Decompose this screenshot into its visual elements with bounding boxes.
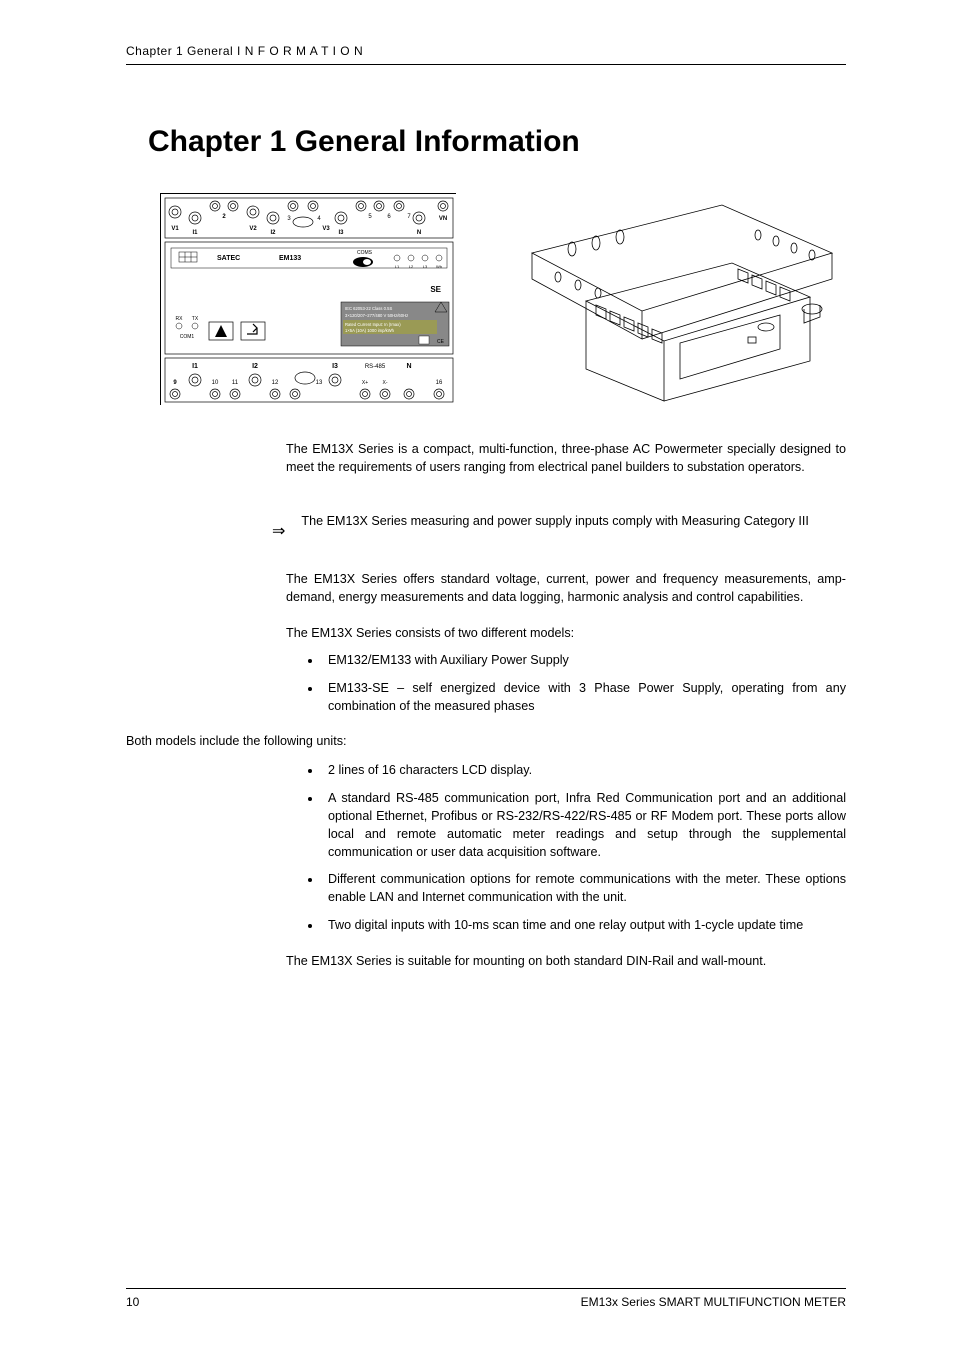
svg-text:12: 12 xyxy=(272,380,279,386)
svg-text:3×120/207–277/480 V 50Hz/60Hz: 3×120/207–277/480 V 50Hz/60Hz xyxy=(345,313,408,318)
svg-text:EM133: EM133 xyxy=(279,255,301,262)
svg-text:N: N xyxy=(417,230,421,236)
svg-text:I1: I1 xyxy=(192,230,198,236)
svg-text:COMS: COMS xyxy=(357,250,373,256)
list-item: EM132/EM133 with Auxiliary Power Supply xyxy=(322,652,846,670)
list-item: EM133-SE – self energized device with 3 … xyxy=(322,680,846,716)
list-item: Two digital inputs with 10-ms scan time … xyxy=(322,917,846,935)
page-number: 10 xyxy=(126,1295,139,1309)
note-arrow-icon: ⇒ xyxy=(272,521,285,541)
svg-text:TX: TX xyxy=(192,316,199,322)
svg-text:I3: I3 xyxy=(332,363,338,370)
svg-text:CE: CE xyxy=(437,339,445,345)
mounting-paragraph: The EM13X Series is suitable for mountin… xyxy=(286,953,846,971)
both-models-intro: Both models include the following units: xyxy=(126,734,846,748)
svg-text:COM1: COM1 xyxy=(180,334,195,340)
svg-text:N: N xyxy=(406,363,411,370)
device-front-figure: V1 I1 2 V2 I2 3 4 V3 I3 5 6 7 VN N xyxy=(160,193,456,405)
svg-text:11: 11 xyxy=(232,380,239,386)
device-isometric-figure xyxy=(512,193,842,405)
chapter-title: Chapter 1 General Information xyxy=(148,125,846,159)
svg-text:V1: V1 xyxy=(171,226,179,232)
svg-text:SE: SE xyxy=(430,285,441,294)
svg-text:V3: V3 xyxy=(322,226,330,232)
svg-text:IEC 62053-22 Class 0.5S: IEC 62053-22 Class 0.5S xyxy=(345,306,392,311)
svg-text:L2: L2 xyxy=(409,264,414,269)
models-list: EM132/EM133 with Auxiliary Power Supply … xyxy=(322,652,846,716)
svg-text:10: 10 xyxy=(212,380,219,386)
svg-text:RX: RX xyxy=(176,316,184,322)
svg-text:13: 13 xyxy=(316,380,323,386)
units-list: 2 lines of 16 characters LCD display. A … xyxy=(322,762,846,935)
list-item: Different communication options for remo… xyxy=(322,871,846,907)
svg-text:I1: I1 xyxy=(192,363,198,370)
list-item: 2 lines of 16 characters LCD display. xyxy=(322,762,846,780)
svg-text:I2: I2 xyxy=(252,363,258,370)
svg-text:I2: I2 xyxy=(270,230,276,236)
footer-title: EM13x Series SMART MULTIFUNCTION METER xyxy=(581,1295,846,1309)
svg-text:I3: I3 xyxy=(338,230,344,236)
svg-text:16: 16 xyxy=(436,380,443,386)
svg-text:L1: L1 xyxy=(395,264,400,269)
svg-text:Rated Current Input: In (Imax): Rated Current Input: In (Imax) xyxy=(345,322,401,327)
running-header: Chapter 1 General I N F O R M A T I O N xyxy=(126,44,846,65)
features-paragraph: The EM13X Series offers standard voltage… xyxy=(286,571,846,607)
svg-text:L3: L3 xyxy=(423,264,428,269)
svg-text:V2: V2 xyxy=(249,226,257,232)
svg-text:Wh: Wh xyxy=(436,264,442,269)
note-text: The EM13X Series measuring and power sup… xyxy=(301,513,809,531)
intro-paragraph: The EM13X Series is a compact, multi-fun… xyxy=(286,441,846,477)
svg-text:RS-485: RS-485 xyxy=(365,364,386,370)
list-item: A standard RS-485 communication port, In… xyxy=(322,790,846,862)
models-intro: The EM13X Series consists of two differe… xyxy=(286,625,846,643)
svg-text:SATEC: SATEC xyxy=(217,255,240,262)
svg-text:1×5A (10A) 1000 imp/kWh: 1×5A (10A) 1000 imp/kWh xyxy=(345,328,395,333)
svg-text:VN: VN xyxy=(439,216,447,222)
svg-text:X-: X- xyxy=(383,380,388,386)
svg-text:X+: X+ xyxy=(362,380,368,386)
